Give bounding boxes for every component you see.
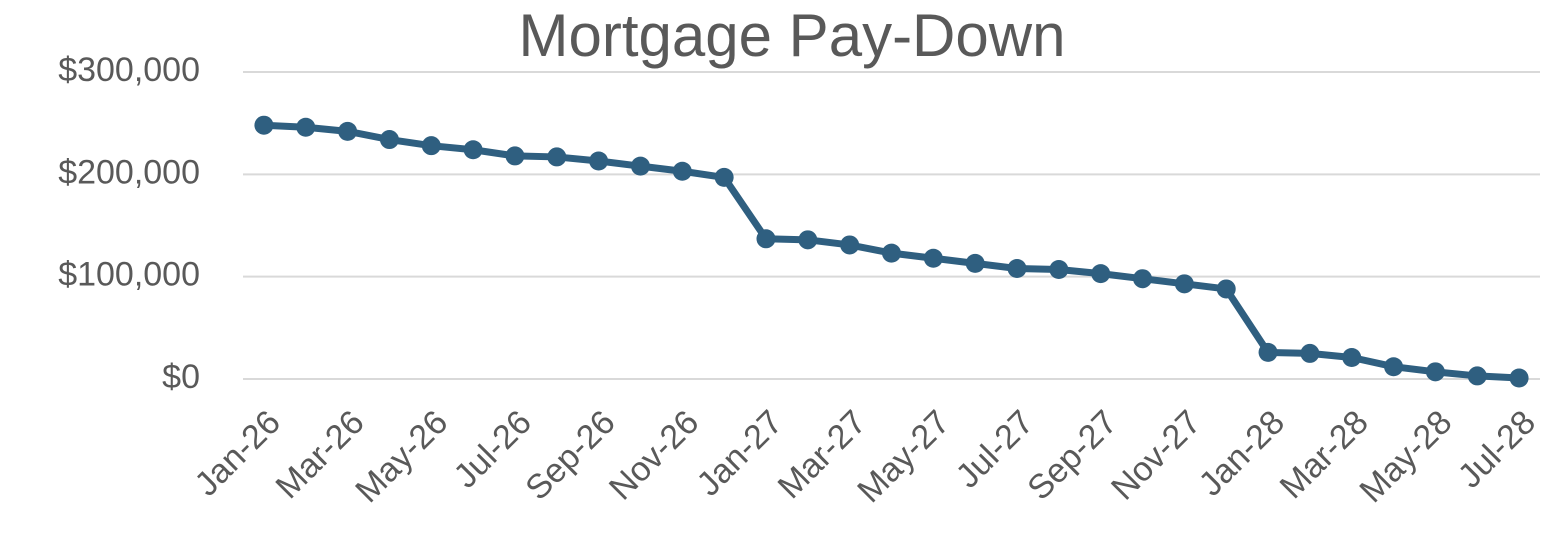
x-tick-label: Jan-26: [188, 403, 288, 503]
point: [421, 136, 441, 156]
point: [756, 229, 776, 249]
y-tick-label: $300,000: [58, 51, 200, 89]
point: [1467, 366, 1487, 386]
x-tick-label: May-27: [850, 403, 957, 510]
point: [840, 235, 860, 255]
point: [1216, 279, 1236, 299]
point: [589, 151, 609, 171]
point: [1174, 274, 1194, 294]
point: [379, 130, 399, 150]
point: [1133, 269, 1153, 289]
point: [1509, 368, 1529, 388]
point: [1091, 264, 1111, 284]
point: [1049, 260, 1069, 280]
point: [714, 167, 734, 187]
point: [1258, 342, 1278, 362]
x-tick-label: Jan-27: [690, 403, 790, 503]
point: [254, 115, 274, 135]
point: [882, 243, 901, 263]
x-tick-label: Sep-26: [518, 403, 622, 507]
y-tick-label: $200,000: [58, 153, 200, 191]
point: [1384, 357, 1404, 377]
x-tick-label: Nov-26: [602, 403, 706, 507]
x-tick-label: May-26: [348, 403, 455, 510]
point: [463, 140, 483, 160]
chart-title: Mortgage Pay-Down: [519, 2, 1066, 69]
y-tick-label: $0: [162, 358, 200, 396]
point: [1007, 258, 1027, 278]
point: [965, 253, 985, 273]
point: [798, 230, 818, 250]
point: [1300, 343, 1320, 363]
point: [923, 248, 943, 268]
point: [1425, 362, 1445, 382]
x-tick-label: Jan-28: [1192, 403, 1292, 503]
point: [505, 146, 525, 166]
point: [672, 161, 692, 181]
point: [1342, 348, 1362, 368]
x-tick-label: Nov-27: [1104, 403, 1208, 507]
point: [338, 121, 358, 141]
point: [630, 156, 650, 176]
x-tick-label: May-28: [1352, 403, 1459, 510]
point: [296, 117, 316, 137]
y-tick-label: $100,000: [58, 256, 200, 294]
point: [547, 147, 567, 167]
x-tick-label: Sep-27: [1020, 403, 1124, 507]
x-tick-label: Jul-28: [1451, 403, 1543, 495]
